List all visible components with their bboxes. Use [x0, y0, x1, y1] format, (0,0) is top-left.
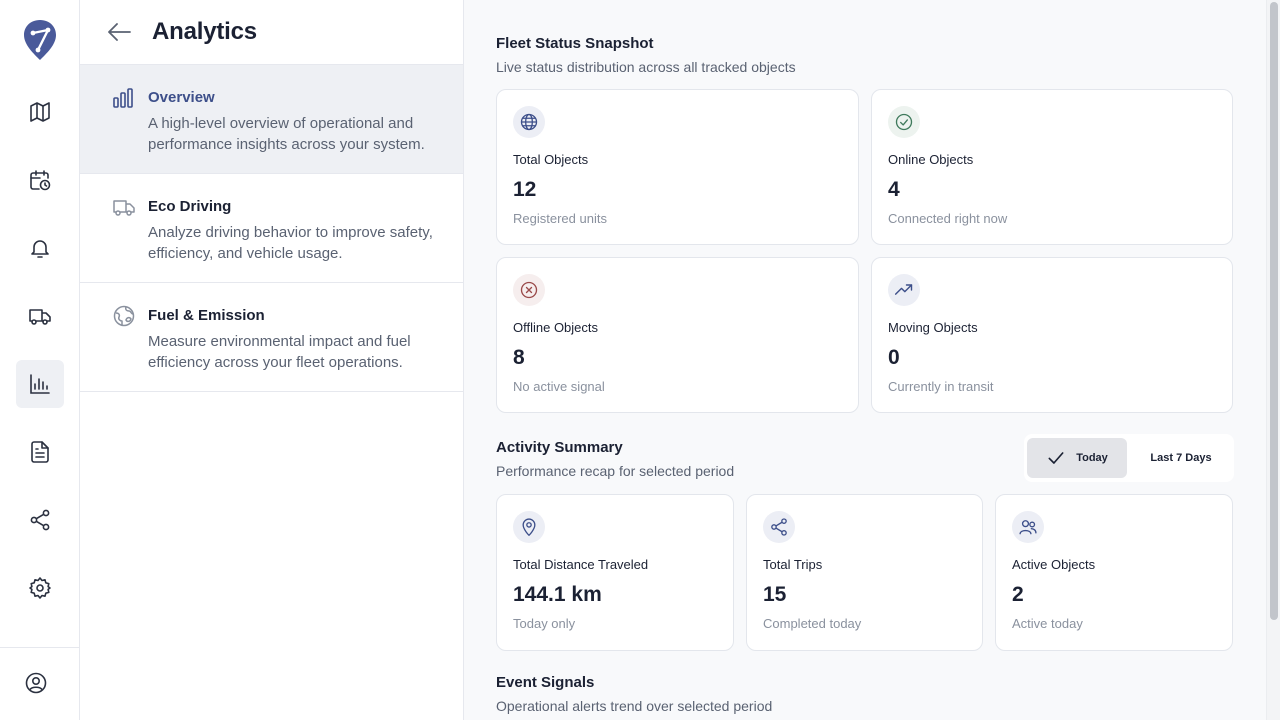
- rail-map-button[interactable]: [16, 88, 64, 136]
- calendar-clock-icon: [30, 170, 51, 191]
- toggle-today-button[interactable]: Today: [1027, 438, 1127, 478]
- rail-notifications-button[interactable]: [16, 224, 64, 272]
- nav-item-fuel-emission[interactable]: Fuel & Emission Measure environmental im…: [80, 283, 463, 392]
- card-icon-wrap: [513, 511, 545, 543]
- nav-item-description: Measure environmental impact and fuel ef…: [148, 333, 411, 371]
- nav-item-title: Eco Driving: [148, 198, 232, 215]
- rail-schedule-button[interactable]: [16, 156, 64, 204]
- check-circle-icon: [895, 113, 913, 131]
- chart-icon: [30, 374, 50, 394]
- nav-item-title: Fuel & Emission: [148, 307, 265, 324]
- stat-card-offline-objects: Offline Objects 8 No active signal: [496, 257, 859, 413]
- card-note: Completed today: [763, 616, 862, 631]
- card-note: Active today: [1012, 616, 1083, 631]
- nav-item-title: Overview: [148, 89, 215, 106]
- gear-icon: [29, 577, 51, 599]
- globe-icon: [520, 113, 538, 131]
- activity-section-title: Activity Summary: [496, 439, 623, 456]
- card-label: Offline Objects: [513, 320, 599, 335]
- activity-section-subtitle: Performance recap for selected period: [496, 463, 735, 479]
- card-icon-wrap: [888, 274, 920, 306]
- rail-divider: [0, 647, 79, 648]
- card-value: 8: [513, 346, 525, 369]
- card-label: Total Trips: [763, 557, 823, 572]
- stat-card-moving-objects: Moving Objects 0 Currently in transit: [871, 257, 1233, 413]
- globe-leaf-icon: [113, 305, 135, 327]
- panel-header: Analytics: [80, 0, 463, 65]
- main-scrollbar[interactable]: [1266, 0, 1280, 720]
- card-label: Total Objects: [513, 152, 589, 167]
- rail-reports-button[interactable]: [16, 428, 64, 476]
- card-label: Active Objects: [1012, 557, 1096, 572]
- card-icon-wrap: [513, 274, 545, 306]
- map-icon: [30, 102, 50, 122]
- stat-card-total-trips: Total Trips 15 Completed today: [746, 494, 983, 651]
- card-note: Today only: [513, 616, 576, 631]
- card-icon-wrap: [888, 106, 920, 138]
- analytics-panel: Analytics Overview A high-level overview…: [80, 0, 464, 720]
- bar-chart-icon: [113, 88, 133, 108]
- brand-logo-icon[interactable]: [23, 19, 57, 61]
- rail-settings-button[interactable]: [16, 564, 64, 612]
- nav-item-eco-driving[interactable]: Eco Driving Analyze driving behavior to …: [80, 174, 463, 283]
- card-icon-wrap: [513, 106, 545, 138]
- card-value: 2: [1012, 583, 1024, 606]
- users-icon: [1019, 520, 1037, 535]
- rail-profile-button[interactable]: [12, 659, 60, 707]
- events-section-subtitle: Operational alerts trend over selected p…: [496, 698, 773, 714]
- document-icon: [31, 441, 49, 463]
- share-nodes-icon: [771, 518, 787, 536]
- check-icon: [1048, 452, 1064, 464]
- scrollbar-thumb[interactable]: [1270, 2, 1278, 620]
- user-circle-icon: [25, 672, 47, 694]
- truck-icon: [113, 200, 135, 216]
- card-icon-wrap: [1012, 511, 1044, 543]
- stat-card-active-objects: Active Objects 2 Active today: [995, 494, 1233, 651]
- rail-analytics-button[interactable]: [16, 360, 64, 408]
- fleet-section-title: Fleet Status Snapshot: [496, 35, 654, 52]
- arrow-left-icon[interactable]: [106, 20, 132, 44]
- page-title: Analytics: [152, 18, 257, 45]
- card-label: Online Objects: [888, 152, 974, 167]
- card-value: 12: [513, 178, 537, 201]
- toggle-today-label: Today: [1076, 452, 1108, 464]
- stat-card-total-distance: Total Distance Traveled 144.1 km Today o…: [496, 494, 734, 651]
- card-note: Connected right now: [888, 211, 1008, 226]
- share-icon: [30, 509, 50, 531]
- card-note: Registered units: [513, 211, 607, 226]
- stat-card-online-objects: Online Objects 4 Connected right now: [871, 89, 1233, 245]
- rail-vehicles-button[interactable]: [16, 292, 64, 340]
- period-toggle: Today Last 7 Days: [1024, 434, 1234, 482]
- stat-card-total-objects: Total Objects 12 Registered units: [496, 89, 859, 245]
- truck-icon: [29, 309, 51, 325]
- nav-item-description: A high-level overview of operational and…: [148, 115, 425, 153]
- nav-item-description: Analyze driving behavior to improve safe…: [148, 224, 433, 262]
- icon-rail: [0, 0, 80, 720]
- events-section-title: Event Signals: [496, 674, 595, 691]
- location-pin-icon: [522, 518, 536, 536]
- card-value: 0: [888, 346, 900, 369]
- card-value: 144.1 km: [513, 583, 602, 606]
- bell-icon: [31, 240, 49, 258]
- x-circle-icon: [520, 281, 538, 299]
- card-value: 4: [888, 178, 900, 201]
- card-note: Currently in transit: [888, 379, 994, 394]
- fleet-section-subtitle: Live status distribution across all trac…: [496, 59, 796, 75]
- rail-share-button[interactable]: [16, 496, 64, 544]
- card-label: Moving Objects: [888, 320, 978, 335]
- card-label: Total Distance Traveled: [513, 557, 649, 572]
- card-value: 15: [763, 583, 787, 606]
- card-icon-wrap: [763, 511, 795, 543]
- main-content: Fleet Status Snapshot Live status distri…: [464, 0, 1266, 720]
- toggle-last-7-days-button[interactable]: Last 7 Days: [1132, 438, 1230, 478]
- trending-up-icon: [894, 284, 913, 295]
- toggle-week-label: Last 7 Days: [1150, 452, 1212, 464]
- nav-item-overview[interactable]: Overview A high-level overview of operat…: [80, 65, 463, 174]
- card-note: No active signal: [513, 379, 605, 394]
